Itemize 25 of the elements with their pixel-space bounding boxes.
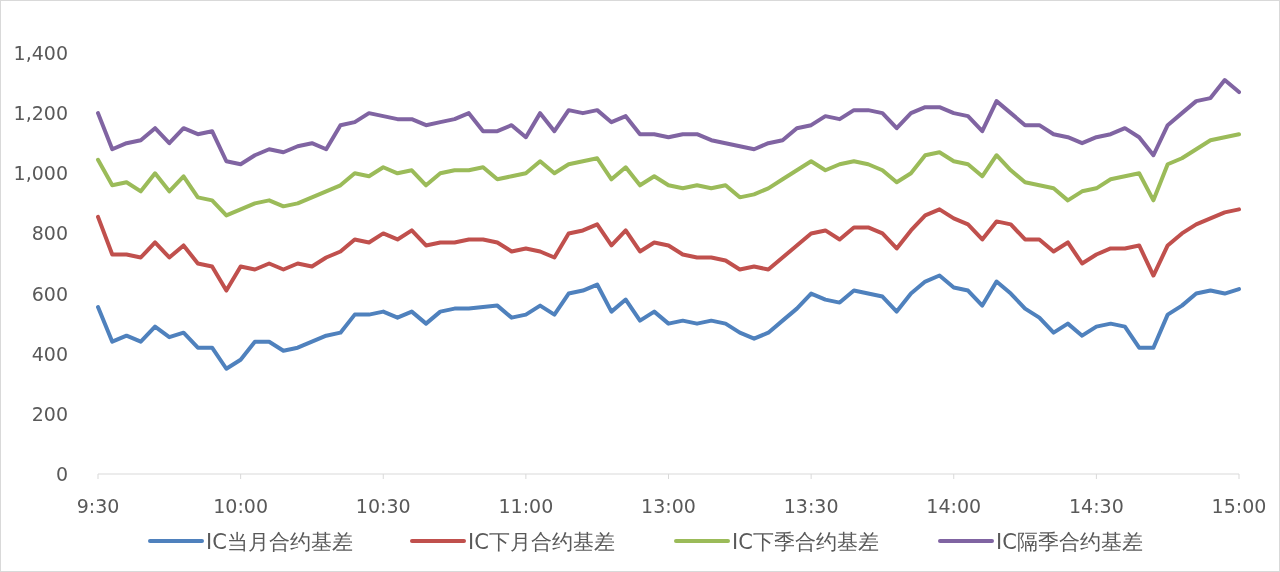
y-tick-label: 200	[31, 402, 68, 425]
y-tick-label: 600	[31, 282, 68, 305]
x-tick-label: 10:30	[355, 495, 411, 517]
legend-label: IC下季合约基差	[732, 530, 879, 554]
x-tick-label: 9:30	[76, 495, 120, 517]
x-tick-label: 11:00	[498, 495, 554, 517]
line-series	[96, 273, 1241, 371]
line-series	[96, 78, 1241, 167]
legend-label: IC当月合约基差	[206, 530, 353, 554]
x-tick-label: 10:00	[213, 495, 269, 517]
x-tick-label: 13:00	[641, 495, 696, 517]
x-tick-label: 15:00	[1211, 495, 1267, 517]
x-tick-label: 14:30	[1068, 495, 1124, 517]
y-tick-label: 400	[31, 342, 68, 365]
legend-label: IC隔季合约基差	[996, 530, 1143, 554]
legend-label: IC下月合约基差	[468, 530, 615, 554]
line-series	[96, 207, 1241, 293]
x-tick-label: 13:30	[783, 495, 839, 517]
y-tick-label: 0	[55, 463, 68, 485]
y-tick-label: 1,000	[13, 162, 68, 185]
line-series	[96, 132, 1241, 218]
y-tick-label: 1,200	[13, 102, 68, 125]
x-tick-label: 14:00	[926, 495, 982, 517]
y-tick-label: 800	[31, 222, 68, 245]
y-tick-label: 1,400	[13, 42, 68, 64]
